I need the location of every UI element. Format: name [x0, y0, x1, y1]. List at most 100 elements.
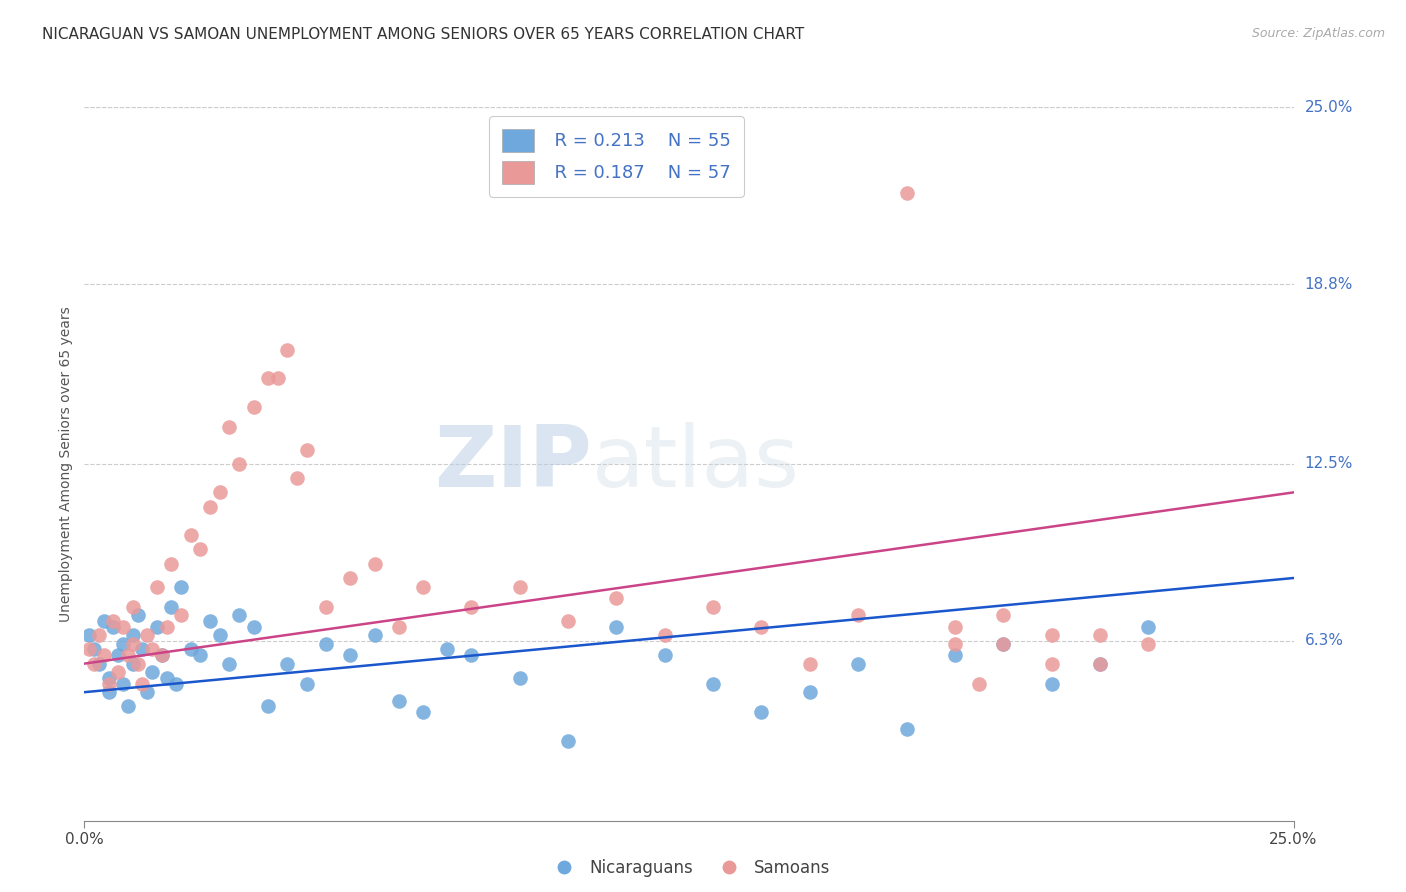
Point — [460, 599, 482, 614]
Point — [97, 685, 120, 699]
Y-axis label: Unemployment Among Seniors over 65 years: Unemployment Among Seniors over 65 years — [59, 306, 73, 622]
Point — [276, 657, 298, 671]
Point — [93, 648, 115, 662]
Point — [242, 400, 264, 414]
Point — [339, 648, 361, 662]
Point — [509, 671, 531, 685]
Point — [1088, 628, 1111, 642]
Point — [83, 642, 105, 657]
Point — [127, 608, 149, 623]
Point — [136, 628, 159, 642]
Point — [388, 694, 411, 708]
Point — [1137, 619, 1160, 633]
Point — [436, 642, 458, 657]
Point — [155, 671, 177, 685]
Point — [218, 657, 240, 671]
Point — [117, 648, 139, 662]
Point — [846, 657, 869, 671]
Point — [943, 619, 966, 633]
Text: NICARAGUAN VS SAMOAN UNEMPLOYMENT AMONG SENIORS OVER 65 YEARS CORRELATION CHART: NICARAGUAN VS SAMOAN UNEMPLOYMENT AMONG … — [42, 27, 804, 42]
Point — [117, 699, 139, 714]
Point — [943, 648, 966, 662]
Point — [257, 699, 280, 714]
Point — [112, 619, 135, 633]
Point — [198, 614, 221, 628]
Point — [654, 648, 676, 662]
Point — [103, 614, 125, 628]
Point — [605, 591, 627, 605]
Point — [1040, 676, 1063, 690]
Point — [1088, 657, 1111, 671]
Point — [180, 642, 202, 657]
Point — [412, 705, 434, 719]
Point — [97, 671, 120, 685]
Text: ZIP: ZIP — [434, 422, 592, 506]
Point — [127, 657, 149, 671]
Point — [228, 608, 250, 623]
Point — [993, 608, 1015, 623]
Point — [160, 599, 183, 614]
Point — [136, 685, 159, 699]
Point — [103, 619, 125, 633]
Point — [112, 637, 135, 651]
Text: 25.0%: 25.0% — [1305, 100, 1353, 114]
Point — [557, 614, 579, 628]
Point — [131, 642, 153, 657]
Point — [160, 557, 183, 571]
Point — [702, 676, 724, 690]
Point — [1137, 637, 1160, 651]
Point — [751, 619, 773, 633]
Point — [121, 637, 143, 651]
Point — [654, 628, 676, 642]
Point — [509, 580, 531, 594]
Point — [112, 676, 135, 690]
Point — [799, 657, 821, 671]
Point — [295, 676, 318, 690]
Point — [295, 442, 318, 457]
Point — [198, 500, 221, 514]
Point — [180, 528, 202, 542]
Point — [77, 628, 100, 642]
Point — [93, 614, 115, 628]
Point — [190, 648, 212, 662]
Point — [605, 619, 627, 633]
Point — [87, 657, 110, 671]
Point — [208, 628, 231, 642]
Point — [363, 628, 385, 642]
Point — [150, 648, 173, 662]
Point — [155, 619, 177, 633]
Point — [97, 676, 120, 690]
Point — [702, 599, 724, 614]
Point — [131, 676, 153, 690]
Point — [315, 637, 337, 651]
Point — [83, 657, 105, 671]
Text: Source: ZipAtlas.com: Source: ZipAtlas.com — [1251, 27, 1385, 40]
Point — [170, 580, 193, 594]
Point — [146, 580, 169, 594]
Point — [967, 676, 990, 690]
Point — [107, 665, 129, 680]
Point — [799, 685, 821, 699]
Point — [165, 676, 187, 690]
Point — [267, 371, 290, 385]
Point — [170, 608, 193, 623]
Point — [846, 608, 869, 623]
Text: atlas: atlas — [592, 422, 800, 506]
Point — [557, 733, 579, 747]
Point — [141, 642, 163, 657]
Point — [412, 580, 434, 594]
Point — [121, 628, 143, 642]
Point — [121, 657, 143, 671]
Point — [208, 485, 231, 500]
Point — [1040, 657, 1063, 671]
Point — [257, 371, 280, 385]
Point — [242, 619, 264, 633]
Point — [339, 571, 361, 585]
Point — [751, 705, 773, 719]
Point — [141, 665, 163, 680]
Point — [276, 343, 298, 357]
Point — [218, 419, 240, 434]
Point — [1040, 628, 1063, 642]
Point — [315, 599, 337, 614]
Text: 12.5%: 12.5% — [1305, 457, 1353, 471]
